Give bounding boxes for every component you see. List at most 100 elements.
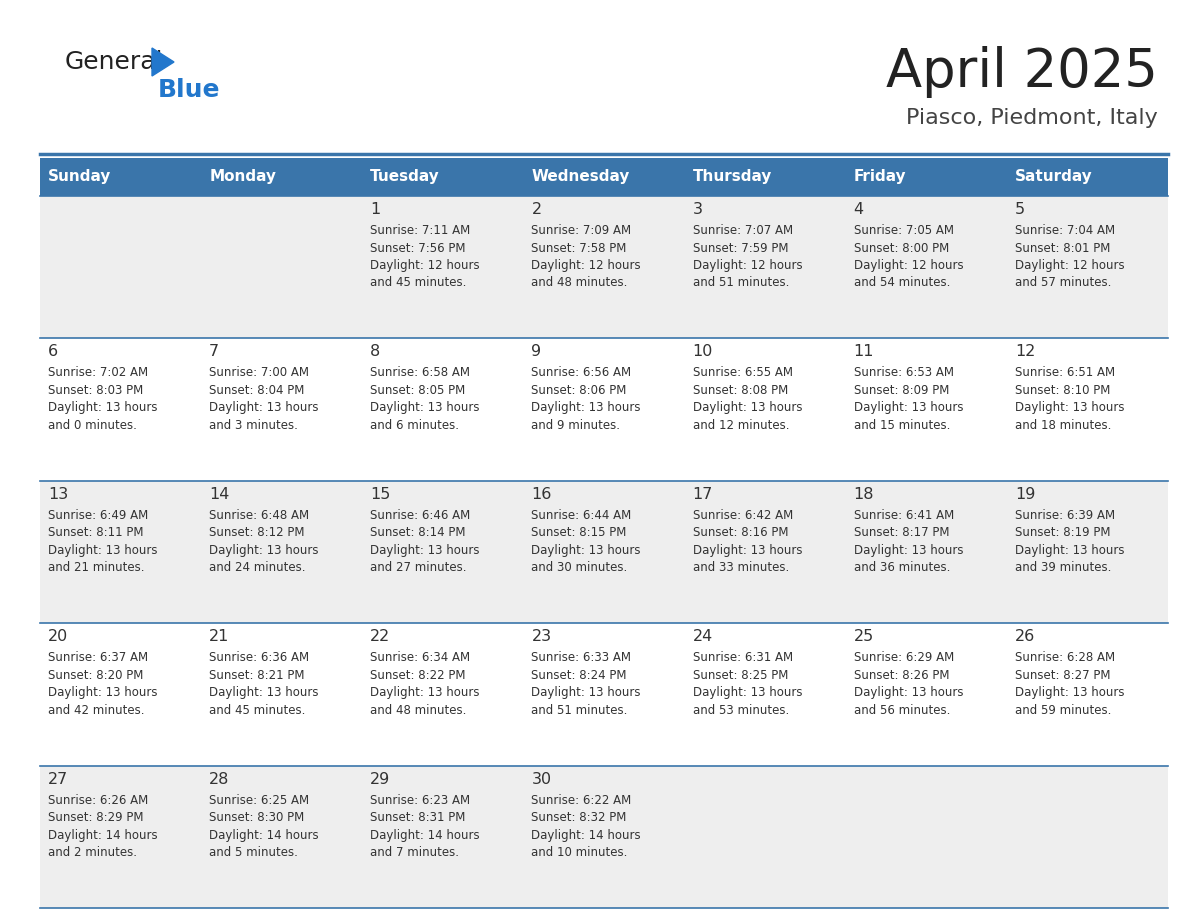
Text: Daylight: 12 hours: Daylight: 12 hours — [854, 259, 963, 272]
Text: Daylight: 12 hours: Daylight: 12 hours — [1015, 259, 1125, 272]
Text: Sunrise: 6:26 AM: Sunrise: 6:26 AM — [48, 793, 148, 807]
Text: Sunrise: 6:36 AM: Sunrise: 6:36 AM — [209, 651, 309, 665]
Text: Daylight: 13 hours: Daylight: 13 hours — [854, 543, 963, 557]
Text: and 7 minutes.: and 7 minutes. — [371, 846, 460, 859]
Text: Sunset: 8:20 PM: Sunset: 8:20 PM — [48, 668, 144, 682]
Text: Sunset: 8:05 PM: Sunset: 8:05 PM — [371, 384, 466, 397]
Text: and 18 minutes.: and 18 minutes. — [1015, 419, 1111, 431]
Text: and 3 minutes.: and 3 minutes. — [209, 419, 298, 431]
Text: Sunrise: 7:09 AM: Sunrise: 7:09 AM — [531, 224, 632, 237]
Polygon shape — [152, 48, 173, 76]
Text: and 15 minutes.: and 15 minutes. — [854, 419, 950, 431]
Text: Daylight: 13 hours: Daylight: 13 hours — [854, 401, 963, 414]
Text: 26: 26 — [1015, 629, 1035, 644]
Text: Monday: Monday — [209, 170, 276, 185]
Text: and 48 minutes.: and 48 minutes. — [531, 276, 627, 289]
Text: Sunset: 7:59 PM: Sunset: 7:59 PM — [693, 241, 788, 254]
Text: and 53 minutes.: and 53 minutes. — [693, 704, 789, 717]
Text: and 59 minutes.: and 59 minutes. — [1015, 704, 1111, 717]
Text: Sunset: 8:30 PM: Sunset: 8:30 PM — [209, 812, 304, 824]
Text: and 39 minutes.: and 39 minutes. — [1015, 561, 1111, 575]
Text: Daylight: 12 hours: Daylight: 12 hours — [531, 259, 642, 272]
Text: Sunrise: 6:37 AM: Sunrise: 6:37 AM — [48, 651, 148, 665]
Text: and 30 minutes.: and 30 minutes. — [531, 561, 627, 575]
Text: Daylight: 13 hours: Daylight: 13 hours — [48, 401, 158, 414]
Text: Blue: Blue — [158, 78, 221, 102]
Text: Sunrise: 6:23 AM: Sunrise: 6:23 AM — [371, 793, 470, 807]
Text: Sunset: 8:16 PM: Sunset: 8:16 PM — [693, 526, 788, 539]
Text: 14: 14 — [209, 487, 229, 502]
Text: Sunset: 8:15 PM: Sunset: 8:15 PM — [531, 526, 627, 539]
Text: Daylight: 13 hours: Daylight: 13 hours — [1015, 543, 1124, 557]
Text: Daylight: 13 hours: Daylight: 13 hours — [209, 401, 318, 414]
Text: Sunset: 8:17 PM: Sunset: 8:17 PM — [854, 526, 949, 539]
Text: 22: 22 — [371, 629, 391, 644]
Text: Daylight: 13 hours: Daylight: 13 hours — [371, 401, 480, 414]
Text: 23: 23 — [531, 629, 551, 644]
Text: Wednesday: Wednesday — [531, 170, 630, 185]
Text: Sunrise: 6:41 AM: Sunrise: 6:41 AM — [854, 509, 954, 521]
Text: Sunset: 7:56 PM: Sunset: 7:56 PM — [371, 241, 466, 254]
Text: Tuesday: Tuesday — [371, 170, 440, 185]
Text: and 48 minutes.: and 48 minutes. — [371, 704, 467, 717]
Text: 8: 8 — [371, 344, 380, 360]
Text: Sunset: 8:04 PM: Sunset: 8:04 PM — [209, 384, 304, 397]
Text: Daylight: 13 hours: Daylight: 13 hours — [48, 543, 158, 557]
Text: and 27 minutes.: and 27 minutes. — [371, 561, 467, 575]
Text: Daylight: 13 hours: Daylight: 13 hours — [1015, 686, 1124, 700]
Text: Friday: Friday — [854, 170, 906, 185]
Text: 12: 12 — [1015, 344, 1035, 360]
Text: and 9 minutes.: and 9 minutes. — [531, 419, 620, 431]
Text: Sunset: 8:01 PM: Sunset: 8:01 PM — [1015, 241, 1111, 254]
Text: Sunrise: 7:00 AM: Sunrise: 7:00 AM — [209, 366, 309, 379]
Text: 29: 29 — [371, 772, 391, 787]
Text: Sunrise: 6:58 AM: Sunrise: 6:58 AM — [371, 366, 470, 379]
Text: Sunset: 8:00 PM: Sunset: 8:00 PM — [854, 241, 949, 254]
Text: Sunrise: 7:02 AM: Sunrise: 7:02 AM — [48, 366, 148, 379]
Text: 10: 10 — [693, 344, 713, 360]
Text: Sunrise: 6:44 AM: Sunrise: 6:44 AM — [531, 509, 632, 521]
Text: and 2 minutes.: and 2 minutes. — [48, 846, 137, 859]
Bar — [362, 158, 524, 196]
Text: General: General — [65, 50, 164, 74]
Bar — [40, 766, 1168, 908]
Text: 27: 27 — [48, 772, 68, 787]
Text: Sunrise: 6:29 AM: Sunrise: 6:29 AM — [854, 651, 954, 665]
Text: 17: 17 — [693, 487, 713, 502]
Text: 30: 30 — [531, 772, 551, 787]
Text: Daylight: 13 hours: Daylight: 13 hours — [209, 543, 318, 557]
Text: Sunset: 8:26 PM: Sunset: 8:26 PM — [854, 668, 949, 682]
Text: Sunrise: 7:07 AM: Sunrise: 7:07 AM — [693, 224, 792, 237]
Text: Sunrise: 6:22 AM: Sunrise: 6:22 AM — [531, 793, 632, 807]
Text: Daylight: 14 hours: Daylight: 14 hours — [531, 829, 642, 842]
Text: and 10 minutes.: and 10 minutes. — [531, 846, 627, 859]
Bar — [201, 158, 362, 196]
Text: and 45 minutes.: and 45 minutes. — [371, 276, 467, 289]
Text: 20: 20 — [48, 629, 68, 644]
Bar — [524, 158, 684, 196]
Text: Daylight: 12 hours: Daylight: 12 hours — [371, 259, 480, 272]
Text: 7: 7 — [209, 344, 220, 360]
Text: 5: 5 — [1015, 202, 1025, 217]
Text: and 24 minutes.: and 24 minutes. — [209, 561, 305, 575]
Text: and 56 minutes.: and 56 minutes. — [854, 704, 950, 717]
Text: Sunset: 8:31 PM: Sunset: 8:31 PM — [371, 812, 466, 824]
Bar — [40, 623, 1168, 766]
Text: Daylight: 14 hours: Daylight: 14 hours — [371, 829, 480, 842]
Text: Sunset: 8:25 PM: Sunset: 8:25 PM — [693, 668, 788, 682]
Bar — [40, 158, 201, 196]
Text: and 45 minutes.: and 45 minutes. — [209, 704, 305, 717]
Text: Daylight: 13 hours: Daylight: 13 hours — [854, 686, 963, 700]
Text: 13: 13 — [48, 487, 68, 502]
Text: Daylight: 13 hours: Daylight: 13 hours — [209, 686, 318, 700]
Text: Sunrise: 6:53 AM: Sunrise: 6:53 AM — [854, 366, 954, 379]
Text: 11: 11 — [854, 344, 874, 360]
Text: 28: 28 — [209, 772, 229, 787]
Text: and 12 minutes.: and 12 minutes. — [693, 419, 789, 431]
Text: and 0 minutes.: and 0 minutes. — [48, 419, 137, 431]
Text: Daylight: 13 hours: Daylight: 13 hours — [531, 401, 642, 414]
Text: and 42 minutes.: and 42 minutes. — [48, 704, 145, 717]
Text: and 54 minutes.: and 54 minutes. — [854, 276, 950, 289]
Text: Sunset: 8:27 PM: Sunset: 8:27 PM — [1015, 668, 1111, 682]
Text: Sunrise: 6:46 AM: Sunrise: 6:46 AM — [371, 509, 470, 521]
